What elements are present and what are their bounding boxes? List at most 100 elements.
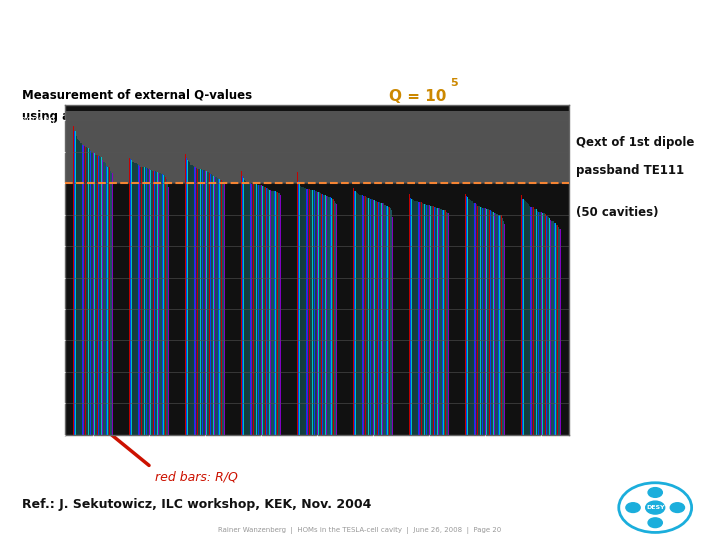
Bar (207, 172, 208, 466)
Bar (498, 214, 499, 466)
Bar (424, 204, 425, 466)
Bar (374, 200, 375, 466)
Bar (333, 200, 334, 466)
Bar (392, 217, 393, 466)
Bar (556, 225, 557, 466)
Bar (206, 171, 207, 466)
Bar (501, 215, 502, 466)
Bar (158, 173, 159, 466)
Bar (521, 198, 523, 466)
Bar (503, 221, 504, 466)
Bar (364, 196, 365, 466)
Bar (259, 185, 260, 466)
Bar (274, 191, 275, 466)
Bar (105, 164, 106, 466)
Bar (367, 198, 368, 466)
Bar (423, 204, 424, 466)
Bar (208, 172, 209, 466)
Bar (387, 206, 388, 466)
Bar (316, 192, 317, 466)
Bar (482, 207, 483, 466)
Bar (320, 193, 321, 466)
Bar (138, 165, 139, 466)
Bar (412, 199, 413, 466)
Bar (80, 143, 81, 466)
Bar (467, 197, 468, 466)
Bar (273, 191, 274, 466)
Bar (444, 210, 445, 466)
Bar (426, 205, 427, 466)
Bar (256, 184, 257, 466)
Bar (308, 189, 309, 466)
Bar (297, 180, 298, 466)
Bar (143, 167, 144, 466)
Text: Ref.: J. Sekutowicz, ILC workshop, KEK, Nov. 2004: Ref.: J. Sekutowicz, ILC workshop, KEK, … (22, 498, 371, 511)
Bar (473, 202, 474, 466)
Bar (164, 175, 165, 466)
Bar (166, 179, 167, 466)
Bar (489, 210, 490, 466)
Bar (275, 191, 276, 466)
Text: using a spectrum analyzer: using a spectrum analyzer (22, 110, 197, 123)
Bar (252, 184, 253, 466)
Bar (382, 204, 383, 466)
Bar (160, 173, 161, 466)
Bar (147, 168, 148, 466)
Bar (98, 155, 99, 466)
Bar (93, 152, 94, 466)
Bar (526, 202, 527, 466)
Bar (74, 131, 75, 466)
Bar (544, 213, 545, 466)
Bar (430, 205, 431, 466)
Bar (140, 167, 141, 466)
Bar (85, 147, 86, 466)
Bar (218, 179, 219, 466)
Text: DESY: DESY (646, 505, 665, 510)
Circle shape (648, 518, 662, 528)
Bar (89, 151, 91, 466)
Bar (250, 183, 251, 466)
Bar (247, 182, 248, 466)
Bar (65, 111, 569, 183)
Bar (260, 185, 261, 466)
Bar (485, 209, 487, 466)
Bar (372, 199, 373, 466)
Bar (527, 204, 528, 466)
Bar (76, 136, 77, 466)
Bar (94, 153, 95, 466)
Bar (476, 204, 477, 466)
Bar (540, 212, 541, 466)
Text: Qext of 1st dipole: Qext of 1st dipole (576, 136, 694, 149)
Bar (361, 195, 362, 466)
Bar (224, 184, 225, 466)
Bar (475, 203, 476, 466)
Circle shape (646, 501, 665, 514)
Bar (541, 212, 542, 466)
Bar (355, 191, 356, 466)
Bar (213, 176, 214, 466)
Bar (302, 187, 303, 466)
Text: RF measurements: RF measurements (18, 24, 273, 49)
Circle shape (670, 503, 685, 512)
Bar (391, 210, 392, 466)
Bar (307, 189, 308, 466)
Bar (532, 207, 533, 466)
Bar (200, 169, 201, 466)
Bar (77, 139, 78, 466)
Bar (161, 174, 163, 466)
Bar (243, 178, 244, 466)
Bar (549, 220, 550, 466)
Bar (149, 169, 150, 466)
Bar (194, 167, 195, 466)
Bar (533, 207, 534, 466)
Bar (151, 171, 152, 466)
Bar (86, 147, 87, 466)
Bar (130, 159, 131, 466)
Bar (383, 204, 384, 466)
Bar (248, 182, 249, 466)
Bar (499, 215, 500, 466)
Bar (185, 154, 186, 466)
Bar (357, 193, 358, 466)
Bar (223, 181, 224, 466)
Bar (550, 220, 552, 466)
